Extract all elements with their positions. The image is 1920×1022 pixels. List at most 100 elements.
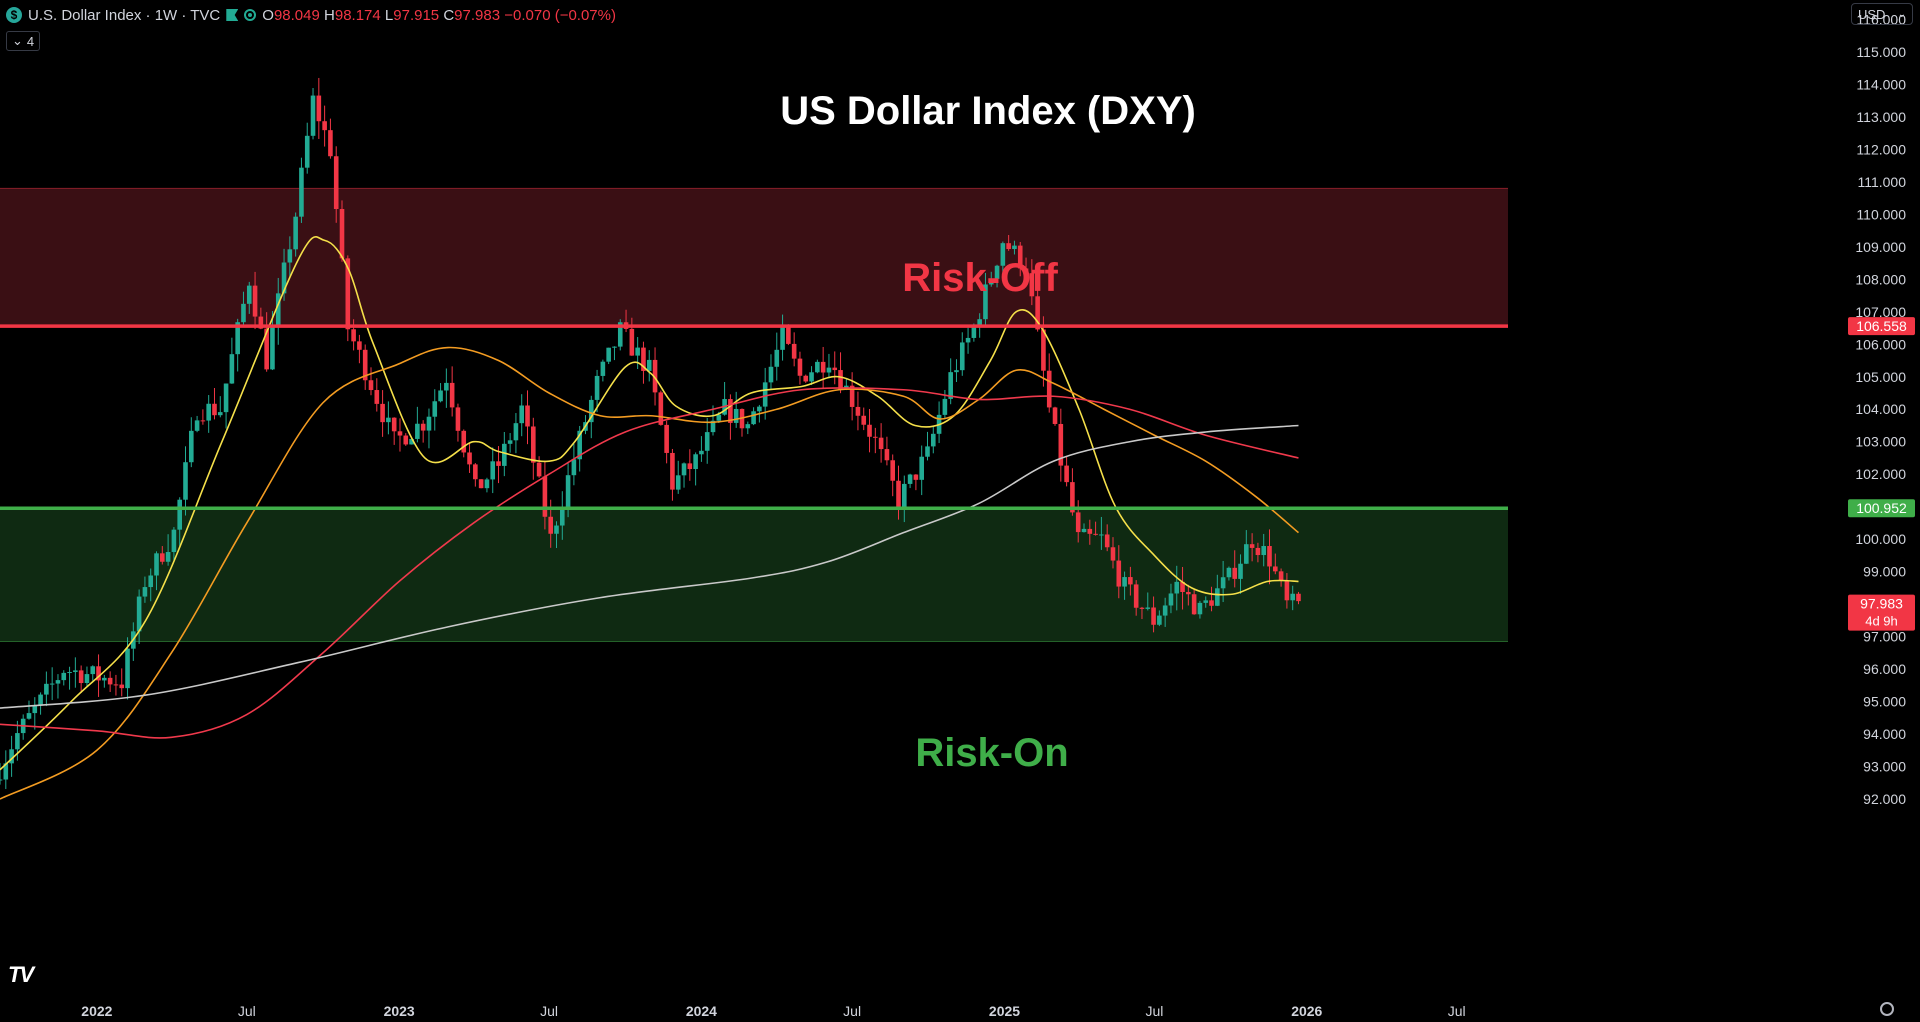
tradingview-logo-icon[interactable]: TV [8, 962, 34, 987]
gear-icon[interactable] [1880, 1002, 1894, 1016]
candle [820, 361, 826, 373]
candle [1215, 588, 1220, 606]
y-tick-label: 106.000 [1855, 336, 1906, 352]
candle [403, 435, 409, 445]
candle [548, 516, 553, 534]
bar-countdown-label: 4d 9h [1865, 614, 1898, 629]
candle [246, 285, 252, 304]
candle [1191, 594, 1197, 615]
candle [293, 216, 298, 250]
symbol-header[interactable]: $ U.S. Dollar Index · 1W · TVC O98.049 H… [6, 4, 616, 26]
x-tick-label: Jul [843, 1003, 861, 1019]
y-tick-label: 95.000 [1863, 694, 1906, 710]
candle [699, 450, 704, 455]
candle [473, 464, 478, 480]
candle [252, 285, 258, 317]
candle [345, 258, 351, 330]
price-badge-label: 106.558 [1856, 318, 1907, 334]
candle [1041, 329, 1046, 371]
candle [26, 713, 32, 719]
y-tick-label: 113.000 [1856, 109, 1906, 125]
candle [467, 452, 472, 465]
candle [461, 430, 467, 453]
y-tick-label: 100.000 [1855, 531, 1906, 547]
candle [171, 529, 177, 553]
candle [942, 398, 948, 415]
candle [3, 763, 9, 780]
candle [809, 372, 814, 382]
candle [1000, 243, 1006, 266]
candle [374, 390, 380, 404]
candle [44, 683, 49, 695]
candle [681, 463, 687, 476]
candle [675, 475, 681, 490]
last-price-badge [1848, 594, 1915, 631]
y-tick-label: 99.000 [1863, 564, 1906, 580]
candle [531, 426, 536, 463]
candle [1075, 512, 1081, 533]
y-tick-label: 107.000 [1855, 304, 1906, 320]
candle [664, 424, 669, 453]
candle [235, 322, 240, 355]
candle [577, 430, 582, 460]
candle [270, 327, 275, 370]
candle [397, 431, 403, 436]
candle [258, 316, 264, 329]
candle [815, 361, 820, 373]
moving-average-line-4 [0, 424, 1299, 709]
candle [119, 684, 125, 689]
candle [617, 322, 623, 347]
candle [490, 461, 496, 480]
candle [1116, 560, 1122, 587]
candle [1093, 533, 1098, 535]
candle [444, 382, 449, 391]
symbol-name[interactable]: U.S. Dollar Index · 1W · TVC [28, 6, 221, 24]
indicators-toggle[interactable]: ⌄ 4 [6, 31, 41, 51]
candle [1052, 407, 1058, 424]
candle [1151, 607, 1156, 625]
market-flag-icon [226, 9, 239, 21]
y-tick-label: 102.000 [1855, 466, 1906, 482]
candle [1209, 600, 1214, 606]
candle [484, 479, 490, 489]
candle [96, 666, 101, 681]
candle [896, 480, 901, 508]
last-price-label: 97.983 [1860, 596, 1903, 612]
candle [177, 499, 183, 530]
candle [641, 347, 646, 371]
zone-title-risk-on: Risk-On [915, 731, 1068, 775]
candle [38, 694, 43, 706]
candle [988, 278, 994, 285]
candle [867, 424, 872, 437]
candle [930, 433, 936, 447]
candle [1070, 482, 1075, 513]
candle [571, 459, 577, 476]
candle [206, 403, 211, 421]
candle [519, 405, 525, 424]
candle [426, 416, 432, 431]
candle [1139, 607, 1145, 609]
candle [223, 383, 229, 413]
candle [670, 452, 675, 490]
candle [919, 456, 924, 480]
candle [507, 440, 513, 444]
candle [1290, 593, 1295, 601]
y-tick-label: 110.000 [1856, 206, 1906, 222]
candle [188, 430, 194, 463]
candle [391, 417, 397, 432]
candle [136, 596, 142, 632]
candle [432, 401, 438, 417]
candle [1017, 245, 1023, 269]
candle [826, 367, 832, 373]
candle [415, 423, 420, 439]
candle [368, 380, 374, 391]
candle [67, 672, 72, 674]
candle [652, 359, 658, 393]
candle [1203, 600, 1209, 603]
candle [107, 677, 113, 685]
candle [1232, 567, 1238, 579]
candle [386, 417, 391, 423]
currency-selector[interactable]: USD ⌄ [1851, 3, 1913, 25]
y-tick-label: 115.000 [1856, 44, 1906, 60]
